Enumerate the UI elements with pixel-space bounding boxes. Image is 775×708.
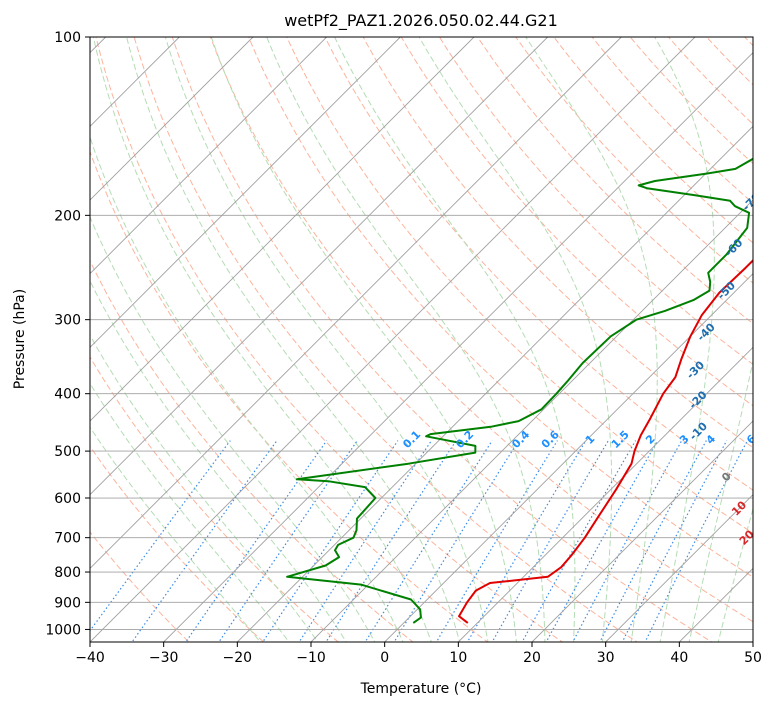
- isotherm-line: [384, 273, 753, 642]
- mixing-ratio-line: [521, 440, 637, 642]
- x-tick-label: 30: [597, 650, 615, 666]
- mixing-ratio-line: [435, 440, 558, 642]
- y-tick-label: 900: [54, 595, 81, 611]
- x-tick-label: 20: [523, 650, 541, 666]
- dry-adiabat-line: [286, 37, 753, 534]
- dry-adiabat-line: [591, 37, 753, 204]
- isotherm-line: [90, 37, 548, 496]
- y-tick-label: 1000: [45, 622, 81, 638]
- y-axis-label: Pressure (hPa): [12, 289, 28, 389]
- x-axis-label: Temperature (°C): [360, 681, 482, 697]
- dry-adiabat-line: [90, 356, 339, 642]
- mixing-ratio-line: [466, 440, 587, 642]
- dry-adiabat-line: [95, 37, 564, 642]
- dry-adiabat-line: [90, 259, 414, 642]
- mixing-ratio-line: [572, 440, 683, 642]
- dry-adiabat-line: [438, 37, 753, 365]
- mixing-ratio-line: [364, 440, 493, 642]
- x-tick-label: 0: [380, 650, 389, 666]
- x-tick-label: −20: [223, 650, 253, 666]
- mixing-ratio-line: [298, 440, 432, 642]
- isotherm-line: [163, 52, 753, 642]
- dry-adiabat-line: [400, 37, 753, 407]
- y-axis: 1000 900 800 700 600 500 400 300 200 100: [45, 30, 90, 638]
- dry-adiabat-line: [248, 37, 753, 578]
- x-axis: −40 −30 −20 −10 0 10 20 30 40 50: [75, 642, 762, 666]
- y-tick-label: 100: [54, 30, 81, 46]
- x-tick-label: −30: [149, 650, 179, 666]
- x-tick-label: −10: [296, 650, 326, 666]
- mixing-ratio-line: [599, 440, 707, 642]
- chart-title: wetPf2_PAZ1.2026.050.02.44.G21: [284, 11, 558, 31]
- isotherm-line: [90, 37, 254, 201]
- x-tick-label: 40: [670, 650, 688, 666]
- plot-area: -100-90-80-70-60-50-40-30-20-10010203040…: [90, 37, 759, 642]
- isotherm-line: [458, 346, 753, 642]
- isotherm-line: [531, 420, 753, 642]
- isotherm-line: [90, 37, 696, 642]
- isotherm-line: [310, 199, 753, 642]
- pressure-gridlines: [90, 37, 753, 630]
- mixing-ratio-line: [621, 440, 728, 642]
- dry-adiabat-line: [553, 37, 753, 244]
- y-tick-label: 600: [54, 491, 81, 507]
- mixing-ratio-lines: [90, 440, 748, 642]
- temperature-profile-line: [458, 258, 753, 624]
- profile-series: [286, 157, 753, 624]
- mixing-ratio-line: [131, 440, 278, 642]
- isotherm-line: [605, 494, 753, 642]
- isotherm-line: [90, 37, 327, 275]
- isotherm-line: [237, 125, 753, 642]
- isotherm-line: [90, 37, 475, 422]
- mixing-ratio-line: [491, 440, 609, 642]
- dry-adiabat-line: [209, 37, 753, 623]
- mixing-ratio-line: [644, 440, 748, 642]
- moist-adiabat-line: [90, 279, 347, 642]
- y-tick-label: 400: [54, 387, 81, 403]
- y-tick-label: 300: [54, 313, 81, 329]
- dry-adiabat-line: [90, 445, 265, 642]
- moist-adiabat-line: [210, 37, 518, 642]
- isotherm-line: [90, 37, 622, 569]
- y-tick-label: 200: [54, 208, 81, 224]
- y-tick-label: 800: [54, 565, 81, 581]
- dry-adiabat-line: [90, 150, 489, 642]
- x-tick-label: 50: [744, 650, 762, 666]
- dry-adiabat-line: [171, 37, 713, 642]
- x-tick-label: −40: [75, 650, 105, 666]
- mixing-ratio-line: [325, 440, 457, 642]
- dry-adiabat-line: [133, 37, 638, 642]
- mixing-ratio-line: [545, 440, 659, 642]
- mixing-ratio-line: [262, 440, 399, 642]
- dry-adiabat-line: [362, 37, 753, 449]
- isotherms: [90, 37, 753, 642]
- x-tick-label: 10: [449, 650, 467, 666]
- y-tick-label: 500: [54, 444, 81, 460]
- y-tick-label: 700: [54, 531, 81, 547]
- mixing-ratio-label: 6: [744, 432, 759, 447]
- dewpoint-profile-line: [286, 157, 753, 624]
- isotherm-line: [90, 37, 401, 348]
- plot-frame: [89, 36, 754, 643]
- dry-adiabat-line: [629, 37, 753, 165]
